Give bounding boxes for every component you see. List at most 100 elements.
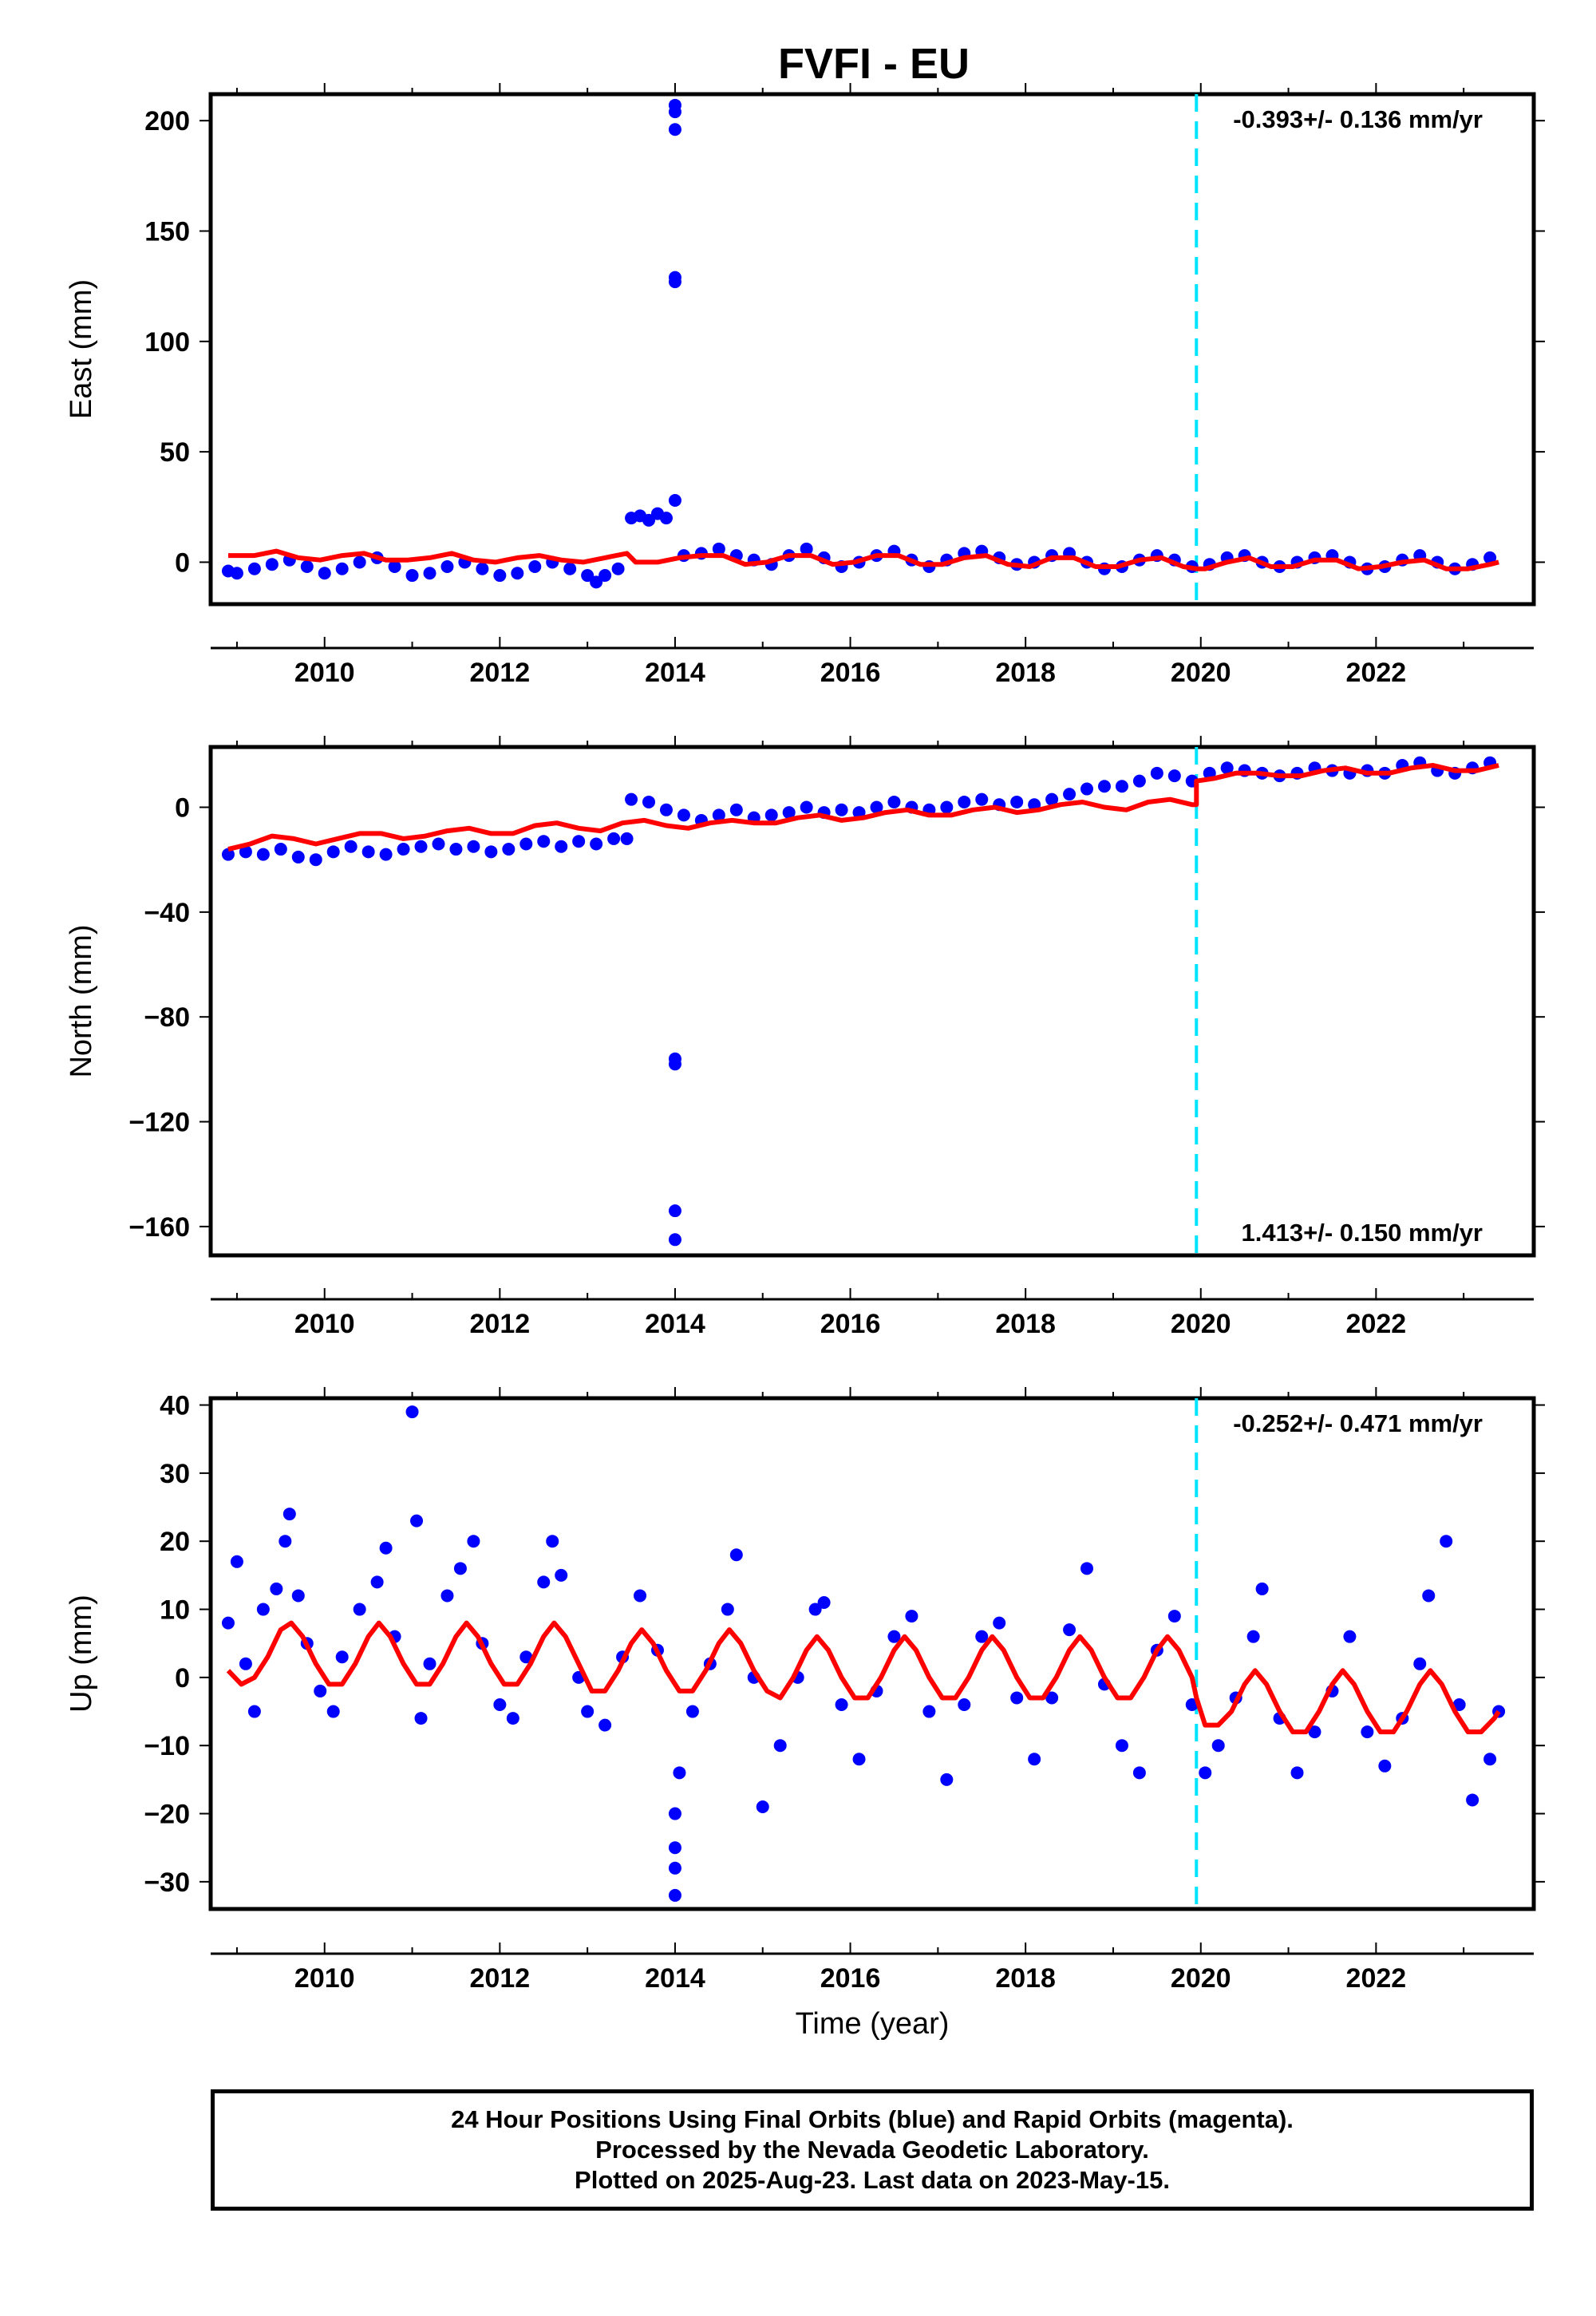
x-tick-label: 2022 — [1346, 658, 1407, 688]
x-tick-label: 2010 — [294, 1963, 355, 1994]
x-tick-label: 2010 — [294, 1309, 355, 1339]
data-point — [467, 1535, 480, 1548]
data-point — [519, 837, 533, 851]
data-point — [581, 1705, 595, 1718]
data-point — [1063, 788, 1077, 801]
data-point — [361, 845, 375, 859]
data-point — [607, 832, 621, 845]
data-point — [519, 1650, 533, 1664]
data-point — [291, 850, 305, 864]
x-tick-label: 2018 — [995, 1963, 1056, 1994]
data-point — [835, 1698, 848, 1711]
data-point — [729, 803, 743, 816]
y-tick-label: 20 — [160, 1527, 190, 1557]
data-point — [668, 493, 681, 507]
data-point — [712, 808, 725, 822]
data-point — [484, 845, 498, 859]
data-point — [598, 1718, 612, 1732]
data-point — [528, 559, 542, 573]
data-point — [453, 1562, 467, 1575]
data-point — [668, 123, 681, 136]
data-point — [729, 1548, 743, 1562]
y-axis-label: East (mm) — [65, 279, 98, 419]
data-point — [756, 1800, 769, 1813]
data-point — [581, 569, 595, 583]
data-point — [668, 275, 681, 289]
caption-box: 24 Hour Positions Using Final Orbits (bl… — [211, 2089, 1534, 2211]
x-tick-label: 2012 — [470, 1309, 531, 1339]
data-point — [922, 1705, 936, 1718]
data-point — [773, 1739, 787, 1753]
data-point — [1466, 1793, 1479, 1807]
data-point — [1045, 792, 1059, 806]
data-point — [1361, 1725, 1374, 1739]
data-point — [1413, 1657, 1427, 1670]
x-tick-label: 2012 — [470, 658, 531, 688]
data-point — [388, 559, 401, 573]
data-point — [993, 1616, 1006, 1630]
data-point — [642, 513, 656, 527]
data-point — [1343, 1630, 1357, 1643]
data-point — [590, 575, 603, 589]
data-point — [668, 1807, 681, 1820]
data-point — [1080, 1562, 1094, 1575]
x-tick-label: 2016 — [820, 1309, 881, 1339]
data-point — [291, 1589, 305, 1603]
data-point — [721, 1603, 734, 1616]
y-tick-label: −30 — [144, 1867, 190, 1898]
data-point — [397, 843, 410, 856]
data-point — [493, 569, 507, 583]
y-tick-label: 30 — [160, 1459, 190, 1489]
data-point — [625, 792, 638, 806]
y-tick-label: 50 — [160, 437, 190, 468]
x-tick-label: 2014 — [645, 1309, 705, 1339]
data-point — [598, 569, 612, 583]
data-point — [537, 835, 551, 848]
panel-up: 2010 2012 2014 2016 2018 2020 2022403020100−10… — [65, 1387, 1545, 2041]
data-point — [335, 1650, 349, 1664]
data-point — [493, 1698, 507, 1711]
data-point — [1290, 1766, 1304, 1780]
data-point — [1255, 1582, 1269, 1595]
plot-area — [221, 1398, 1506, 1909]
data-point — [502, 843, 516, 856]
y-tick-label: 0 — [175, 1663, 190, 1694]
data-point — [1115, 1739, 1128, 1753]
data-point — [852, 1753, 866, 1766]
data-point — [467, 840, 480, 853]
data-point — [1080, 782, 1094, 796]
data-point — [221, 848, 235, 861]
y-tick-label: 10 — [160, 1595, 190, 1626]
data-point — [634, 1589, 647, 1603]
data-point — [282, 1508, 296, 1521]
data-point — [1422, 1589, 1436, 1603]
data-point — [940, 1773, 954, 1786]
data-point — [677, 808, 690, 822]
y-axis-label: North (mm) — [65, 924, 98, 1077]
data-point — [1115, 780, 1128, 793]
y-tick-label: −160 — [128, 1212, 190, 1243]
caption-line-1: 24 Hour Positions Using Final Orbits (bl… — [451, 2105, 1294, 2133]
x-tick-label: 2016 — [820, 1963, 881, 1994]
data-point — [620, 832, 634, 845]
data-point — [344, 840, 358, 853]
x-tick-label: 2018 — [995, 658, 1056, 688]
data-point — [668, 1888, 681, 1902]
y-tick-label: 150 — [144, 217, 190, 247]
plot-area — [221, 94, 1499, 604]
rate-annotation: -0.252+/- 0.471 mm/yr — [1233, 1409, 1483, 1437]
data-point — [659, 803, 673, 816]
y-tick-label: −120 — [128, 1108, 190, 1138]
data-point — [1010, 1691, 1024, 1705]
data-point — [511, 567, 524, 580]
data-point — [476, 562, 489, 575]
x-tick-label: 2014 — [645, 658, 705, 688]
x-tick-label: 2020 — [1171, 1309, 1231, 1339]
data-point — [958, 795, 971, 808]
data-point — [563, 562, 577, 575]
data-point — [353, 1603, 366, 1616]
data-point — [440, 559, 454, 573]
data-point — [835, 803, 848, 816]
data-point — [239, 1657, 252, 1670]
